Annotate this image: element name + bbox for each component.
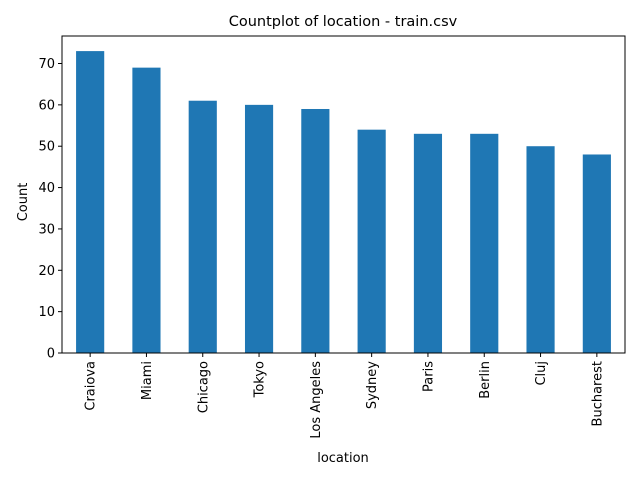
y-tick-label-50: 50 bbox=[38, 140, 55, 155]
x-tick-label-los-angeles: Los Angeles bbox=[309, 361, 324, 439]
bar-paris bbox=[413, 133, 443, 353]
y-axis: 0 10 20 30 40 50 60 70 bbox=[38, 57, 62, 362]
y-tick-label-70: 70 bbox=[38, 57, 55, 72]
bar-miami bbox=[132, 67, 161, 353]
bar-bucharest bbox=[582, 154, 611, 353]
x-tick-label-miami: Miami bbox=[140, 361, 155, 400]
x-axis: Craiova Miami Chicago Tokyo Los Angeles Sydne… bbox=[84, 353, 605, 439]
chart-title: Countplot of location - train.csv bbox=[229, 14, 458, 30]
x-axis-label: location bbox=[317, 451, 369, 466]
bar-berlin bbox=[470, 133, 499, 353]
bar-tokyo bbox=[244, 104, 274, 353]
y-tick-label-10: 10 bbox=[38, 305, 55, 320]
bar-los-angeles bbox=[301, 108, 330, 353]
x-tick-label-berlin: Berlin bbox=[478, 361, 493, 399]
y-tick-label-60: 60 bbox=[38, 98, 55, 113]
x-tick-label-sydney: Sydney bbox=[365, 361, 380, 409]
y-tick-label-0: 0 bbox=[47, 347, 55, 362]
x-tick-label-craiova: Craiova bbox=[84, 361, 99, 411]
x-tick-label-cluj: Cluj bbox=[534, 361, 549, 386]
y-tick-label-20: 20 bbox=[38, 264, 55, 279]
bars-layer bbox=[76, 51, 611, 353]
plot-frame bbox=[61, 35, 626, 354]
bar-chicago bbox=[188, 100, 217, 353]
bar-craiova bbox=[76, 51, 105, 353]
y-tick-label-40: 40 bbox=[38, 181, 55, 196]
x-tick-label-tokyo: Tokyo bbox=[253, 361, 268, 398]
bar-sydney bbox=[357, 129, 386, 353]
bar-cluj bbox=[526, 146, 555, 353]
x-tick-label-bucharest: Bucharest bbox=[590, 361, 605, 426]
x-tick-label-chicago: Chicago bbox=[196, 361, 211, 413]
x-tick-label-paris: Paris bbox=[421, 361, 436, 392]
y-tick-label-30: 30 bbox=[38, 222, 55, 237]
y-axis-label: Count bbox=[16, 183, 31, 222]
